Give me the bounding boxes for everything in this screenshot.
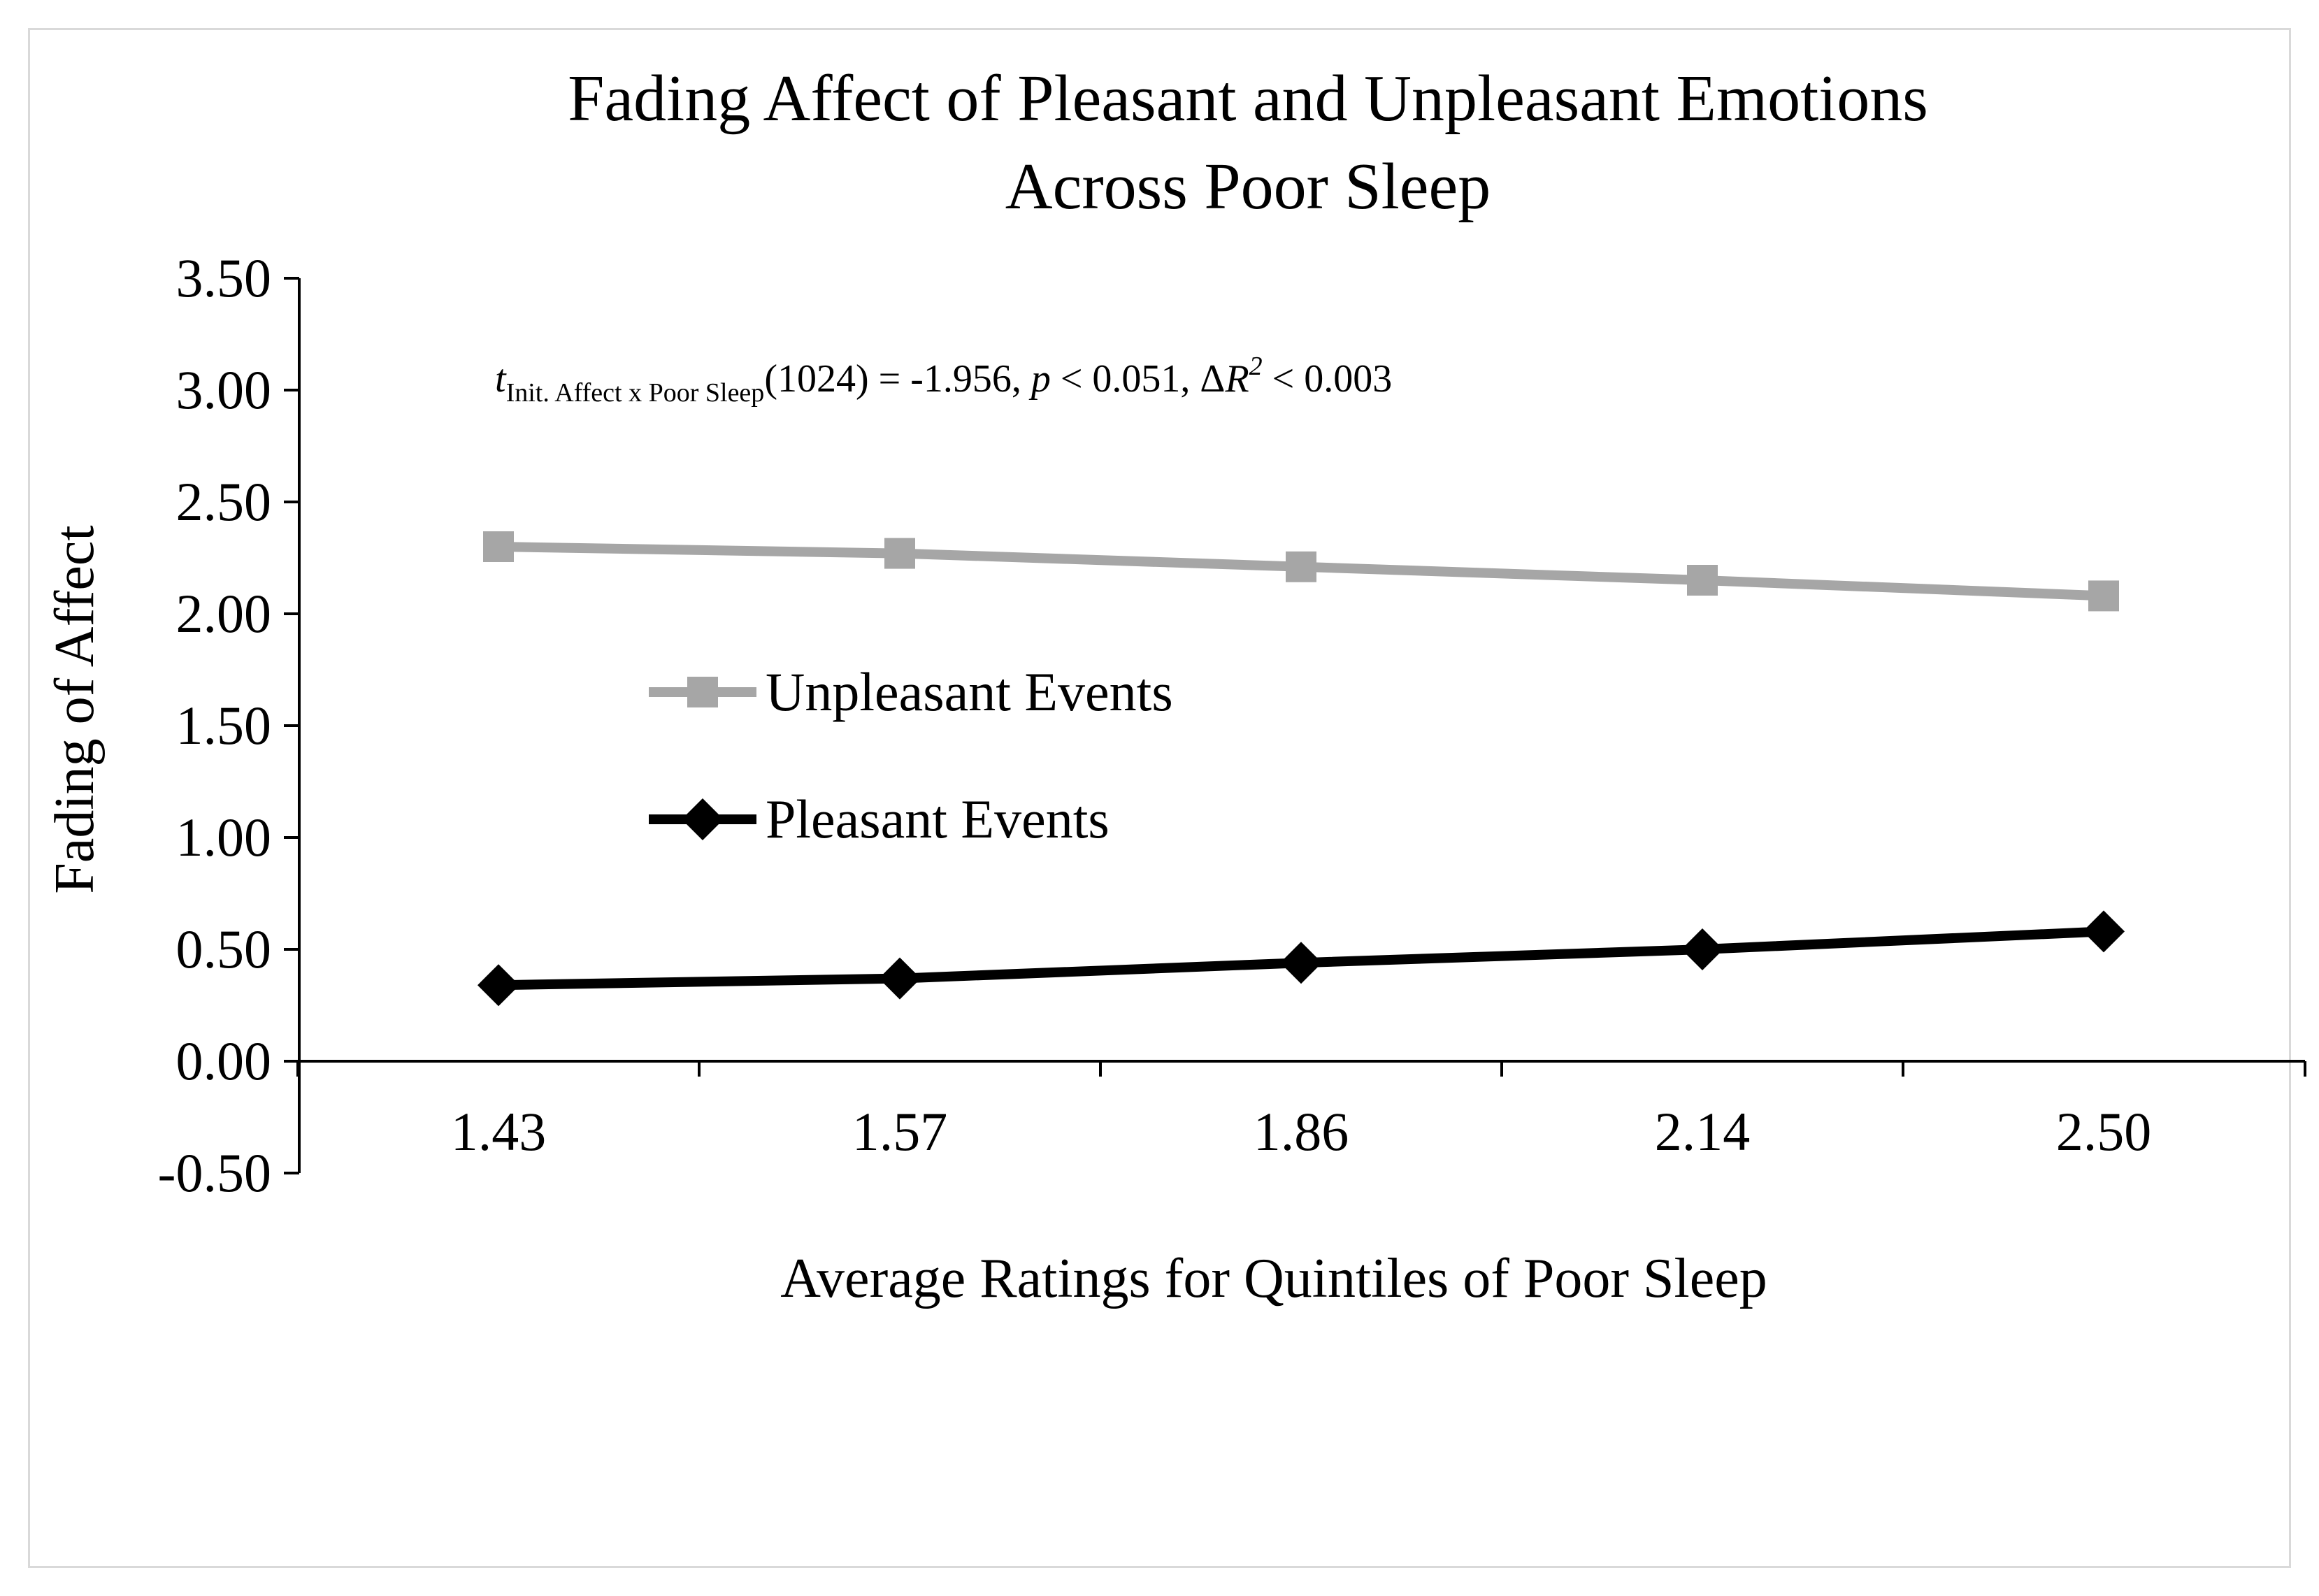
annotation-t: t xyxy=(495,357,507,401)
annotation-r: R xyxy=(1224,357,1249,401)
x-tick-label: 1.43 xyxy=(451,1101,547,1162)
statistics-annotation: tInit. Affect x Poor Sleep(1024) = -1.95… xyxy=(495,352,1392,408)
legend-item: Pleasant Events xyxy=(649,789,1110,849)
annotation-subscript: Init. Affect x Poor Sleep xyxy=(506,378,765,408)
y-tick-label: 2.50 xyxy=(176,471,272,532)
data-point-square xyxy=(884,538,915,569)
chart-title-line-2: Across Poor Sleep xyxy=(1005,150,1491,223)
y-tick-label: -0.50 xyxy=(158,1142,271,1203)
x-tick-label: 1.57 xyxy=(852,1101,948,1162)
y-tick-label: 1.50 xyxy=(176,695,272,756)
legend-item: Unpleasant Events xyxy=(649,661,1173,722)
annotation-df: (1024) = -1.956, xyxy=(764,357,1031,401)
data-point-diamond xyxy=(879,957,921,1000)
legend: Unpleasant Events Pleasant Events xyxy=(649,661,1173,849)
annotation-tail: < 0.003 xyxy=(1263,357,1393,401)
x-axis-title: Average Ratings for Quintiles of Poor Sl… xyxy=(780,1248,1767,1309)
legend-label: Unpleasant Events xyxy=(766,661,1173,722)
annotation-p-text: < 0.051, Δ xyxy=(1051,357,1226,401)
y-tick-label: 3.50 xyxy=(176,247,272,308)
annotation-p: p xyxy=(1028,357,1051,401)
x-tick-label: 2.14 xyxy=(1655,1101,1751,1162)
legend-label: Pleasant Events xyxy=(766,789,1110,849)
y-tick-label: 3.00 xyxy=(176,359,272,420)
data-point-square xyxy=(2088,580,2119,612)
y-tick-label: 0.50 xyxy=(176,919,272,979)
series-layer xyxy=(478,531,2125,1007)
data-point-diamond xyxy=(1681,928,1723,970)
legend-diamond-marker xyxy=(682,798,724,840)
chart-frame xyxy=(28,28,2291,1568)
chart-title-line-1: Fading Affect of Pleasant and Unpleasant… xyxy=(568,62,1928,135)
y-tick-label: 0.00 xyxy=(176,1030,272,1091)
x-tick-label: 1.86 xyxy=(1254,1101,1349,1162)
data-point-diamond xyxy=(1280,942,1322,984)
legend-square-marker xyxy=(687,677,718,707)
y-tick-label: 1.00 xyxy=(176,807,272,868)
data-point-diamond xyxy=(478,964,519,1007)
annotation-sup: 2 xyxy=(1249,352,1263,381)
axes: 3.50 3.00 2.50 2.00 1.50 1.00 0.50 0.00 -0.50 1.4… xyxy=(158,247,2306,1203)
data-point-square xyxy=(1286,551,1316,582)
data-point-diamond xyxy=(2083,910,2125,953)
data-point-square xyxy=(483,531,514,562)
data-point-square xyxy=(1687,565,1718,596)
series-unpleasant-events xyxy=(483,531,2119,612)
series-pleasant-events xyxy=(478,910,2125,1007)
y-tick-label: 2.00 xyxy=(176,583,272,644)
x-tick-label: 2.50 xyxy=(2056,1101,2152,1162)
y-axis-title: Fading of Affect xyxy=(44,525,106,893)
